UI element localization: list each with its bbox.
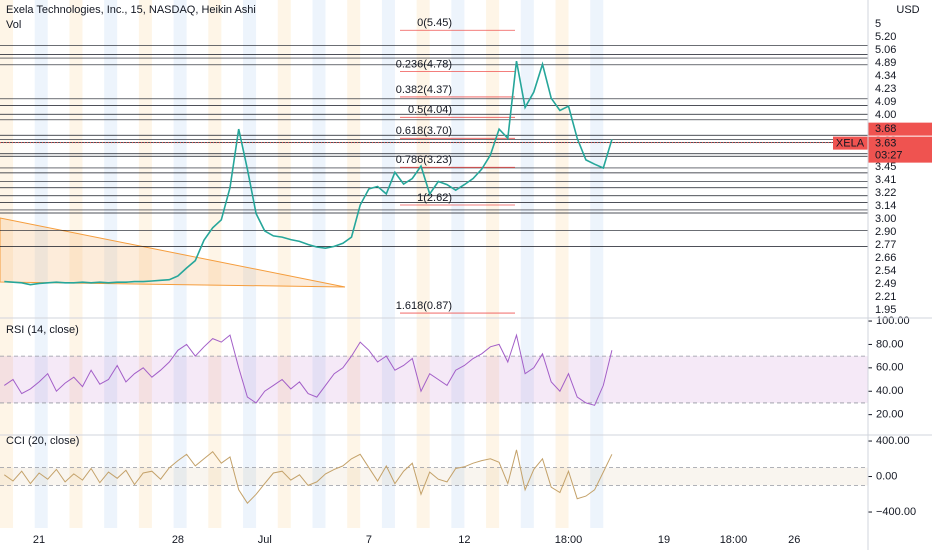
fib-label: 0.786(3.23) xyxy=(396,154,452,166)
rsi-title: RSI (14, close) xyxy=(6,324,79,336)
x-tick-label: 18:00 xyxy=(720,534,748,546)
fib-label: 0.236(4.78) xyxy=(396,59,452,71)
y-tick-label: 2.90 xyxy=(875,226,896,238)
chart-title: Exela Technologies, Inc., 15, NASDAQ, He… xyxy=(6,4,256,16)
y-tick-label: 5.20 xyxy=(875,31,896,43)
y-tick-label: 4.23 xyxy=(875,83,896,95)
session-stripe xyxy=(243,0,257,528)
y-tick-label: 3.00 xyxy=(875,213,896,225)
fib-label: 0.5(4.04) xyxy=(408,104,452,116)
y-tick-label: 40.00 xyxy=(876,385,904,397)
cci-title: CCI (20, close) xyxy=(6,435,79,447)
x-tick-label: Jul xyxy=(258,534,272,546)
y-tick-label: 3.45 xyxy=(875,161,896,173)
y-tick-label: 100.00 xyxy=(876,315,910,327)
symbol-tag xyxy=(833,136,868,150)
plot: 21 28 Jul 7 12 18:00 19 18:00 26 55.205.064.894.3… xyxy=(0,17,932,546)
session-stripe xyxy=(555,0,569,528)
y-tick-label: 80.00 xyxy=(876,338,904,350)
session-stripe xyxy=(34,0,48,528)
y-tick-label: 3.22 xyxy=(875,187,896,199)
fib-label: 1.618(0.87) xyxy=(396,300,452,312)
symbol-label: XELA xyxy=(836,138,865,150)
x-tick-label: 21 xyxy=(33,534,45,546)
session-stripe xyxy=(590,0,604,528)
session-stripe xyxy=(347,0,361,528)
countdown: 03:27 xyxy=(875,150,903,162)
last-tag xyxy=(868,136,932,163)
session-stripe xyxy=(104,0,118,528)
fib-label: 0(5.45) xyxy=(417,17,452,29)
x-tick-label: 12 xyxy=(458,534,470,546)
y-tick-label: 1.95 xyxy=(875,304,896,316)
y-tick-label: 5.06 xyxy=(875,44,896,56)
x-tick-label: 7 xyxy=(366,534,372,546)
session-stripe xyxy=(486,0,500,528)
y-tick-label: −400.00 xyxy=(876,506,916,518)
volume-label: Vol xyxy=(6,19,21,31)
y-tick-label: 4.09 xyxy=(875,96,896,108)
session-stripe xyxy=(312,0,326,528)
x-tick-label: 19 xyxy=(658,534,670,546)
x-tick-label: 28 xyxy=(172,534,184,546)
series-line xyxy=(4,449,613,504)
session-stripe xyxy=(520,0,534,528)
high-tag xyxy=(868,122,932,136)
y-tick-label: 2.21 xyxy=(875,291,896,303)
band-fill xyxy=(0,356,868,403)
y-tick-label: 2.77 xyxy=(875,239,896,251)
session-stripe xyxy=(173,0,187,528)
fib-label: 0.618(3.70) xyxy=(396,125,452,137)
high-tag-label: 3.68 xyxy=(875,123,896,135)
x-tick-label: 26 xyxy=(788,534,800,546)
session-stripe xyxy=(0,0,14,528)
y-tick-label: 5 xyxy=(875,18,881,30)
session-stripe xyxy=(381,0,395,528)
session-stripe xyxy=(451,0,465,528)
session-stripes xyxy=(0,0,604,528)
y-tick-label: 4.89 xyxy=(875,57,896,69)
fib-label: 1(2.62) xyxy=(417,192,452,204)
y-tick-label: 20.00 xyxy=(876,409,904,421)
x-tick-label: 18:00 xyxy=(555,534,583,546)
currency: USD xyxy=(896,4,919,16)
fib-label: 0.382(4.37) xyxy=(396,84,452,96)
y-tick-label: 4.00 xyxy=(875,109,896,121)
y-tick-label: 0.00 xyxy=(876,470,897,482)
y-tick-label: 3.41 xyxy=(875,174,896,186)
series-line xyxy=(4,60,613,286)
session-stripe xyxy=(208,0,222,528)
y-tick-label: 2.49 xyxy=(875,278,896,290)
last-tag-label: 3.63 xyxy=(875,138,896,150)
triangle-drawing xyxy=(0,217,346,288)
y-tick-label: 2.54 xyxy=(875,265,896,277)
session-stripe xyxy=(416,0,430,528)
series-line xyxy=(4,333,613,406)
y-tick-label: 4.34 xyxy=(875,70,896,82)
session-stripe xyxy=(138,0,152,528)
y-tick-label: 2.66 xyxy=(875,252,896,264)
session-stripe xyxy=(69,0,83,528)
y-tick-label: 400.00 xyxy=(876,435,910,447)
y-tick-label: 60.00 xyxy=(876,362,904,374)
band-fill xyxy=(0,467,868,486)
y-tick-label: 3.14 xyxy=(875,200,896,212)
session-stripe xyxy=(277,0,291,528)
